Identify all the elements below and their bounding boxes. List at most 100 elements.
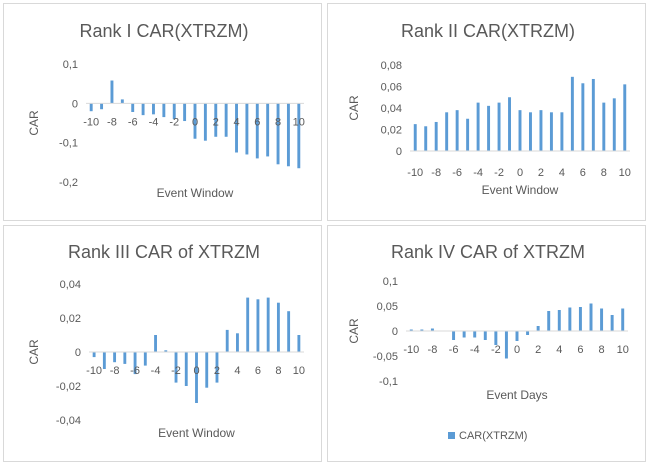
x-tick-label: -10 xyxy=(403,344,419,356)
x-tick-label: -8 xyxy=(107,116,117,128)
x-tick-label: 6 xyxy=(580,167,586,179)
x-tick-label: 10 xyxy=(293,116,305,128)
y-tick-label: 0,04 xyxy=(60,279,81,291)
y-tick-label: 0,02 xyxy=(60,313,81,325)
x-tick-label: -8 xyxy=(428,344,438,356)
bar xyxy=(462,331,466,338)
x-tick-label: 6 xyxy=(255,365,261,377)
bar xyxy=(164,350,168,352)
x-tick-label: 6 xyxy=(254,116,260,128)
x-tick-label: -6 xyxy=(449,344,459,356)
legend-swatch xyxy=(448,432,455,439)
bar xyxy=(276,302,280,352)
y-tick-label: -0,04 xyxy=(56,415,81,427)
bar xyxy=(131,103,135,112)
bar xyxy=(409,329,413,331)
chart-title: Rank IV CAR of XTRZM xyxy=(391,242,585,262)
x-tick-label: 8 xyxy=(599,344,605,356)
y-tick-label: -0,1 xyxy=(59,138,78,150)
bar xyxy=(536,326,540,331)
x-tick-label: -4 xyxy=(473,167,483,179)
x-tick-label: 4 xyxy=(556,344,562,356)
x-tick-label: 4 xyxy=(559,167,565,179)
x-tick-label: -10 xyxy=(407,167,423,179)
bar xyxy=(225,329,229,352)
chart-title: Rank I CAR(XTRZM) xyxy=(79,21,248,41)
bar xyxy=(193,103,197,139)
x-tick-label: 10 xyxy=(617,344,629,356)
bar xyxy=(455,110,459,151)
bar xyxy=(452,331,456,340)
bar xyxy=(184,352,188,386)
bar xyxy=(89,103,93,112)
legend: CAR(XTRZM) xyxy=(448,430,527,442)
chart-panel-rank-4: Rank IV CAR of XTRZM 0,1 0,05 0 -0,05 -0,1 -10… xyxy=(327,225,646,462)
bar xyxy=(612,98,616,151)
x-axis-title: Event Days xyxy=(486,388,547,402)
x-tick-label: 10 xyxy=(293,365,305,377)
bar xyxy=(102,352,106,369)
x-tick-label: 0 xyxy=(192,116,198,128)
bar xyxy=(547,311,551,331)
bar xyxy=(195,352,198,403)
x-tick-label: 2 xyxy=(214,365,220,377)
bar xyxy=(266,297,270,352)
legend-label: CAR(XTRZM) xyxy=(459,430,527,442)
x-tick-label: -6 xyxy=(130,365,140,377)
x-tick-label: -2 xyxy=(491,344,501,356)
bar xyxy=(560,112,564,151)
bar xyxy=(466,118,470,151)
x-tick-label: 0 xyxy=(517,167,523,179)
chart-rank-1: Rank I CAR(XTRZM) 0,1 0 -0,1 -0,2 -10 -8 -6 -4 -2… xyxy=(27,21,305,200)
y-tick-label: 0 xyxy=(75,347,81,359)
x-axis-title: Event Window xyxy=(158,426,235,440)
bar xyxy=(434,121,438,151)
x-tick-label: 4 xyxy=(233,116,239,128)
x-tick-label: -2 xyxy=(169,116,179,128)
bar xyxy=(235,103,238,153)
y-tick-label: 0,06 xyxy=(381,82,402,94)
y-axis-title: CAR xyxy=(347,95,361,121)
bar xyxy=(610,315,614,331)
bar xyxy=(591,78,595,151)
x-tick-label: 2 xyxy=(535,344,541,356)
bar xyxy=(529,112,532,151)
bar xyxy=(255,103,259,159)
chart-title: Rank II CAR(XTRZM) xyxy=(401,21,575,41)
bar xyxy=(424,126,428,151)
x-axis-title: Event Window xyxy=(157,186,234,200)
chart-rank-2: Rank II CAR(XTRZM) 0,08 0,06 0,04 0,02 0 -10 -8… xyxy=(347,21,631,197)
bar xyxy=(245,103,249,155)
bar xyxy=(215,352,219,383)
x-tick-label: 4 xyxy=(234,365,240,377)
bar xyxy=(133,352,137,375)
bar xyxy=(183,103,187,122)
x-tick-label: 2 xyxy=(213,116,219,128)
chart-panel-rank-2: Rank II CAR(XTRZM) 0,08 0,06 0,04 0,02 0 -10 -8… xyxy=(327,3,646,221)
bar xyxy=(100,103,104,110)
x-tick-label: 8 xyxy=(275,116,281,128)
bar xyxy=(445,112,449,151)
bar xyxy=(152,103,155,115)
y-tick-label: 0,1 xyxy=(383,276,398,288)
bar xyxy=(578,307,582,331)
y-axis-title: CAR xyxy=(27,110,41,136)
bar xyxy=(256,299,260,352)
bar xyxy=(286,103,290,167)
bar xyxy=(154,335,157,352)
bar xyxy=(203,103,207,141)
x-tick-label: -2 xyxy=(171,365,181,377)
y-tick-label: -0,1 xyxy=(379,376,398,388)
y-tick-label: 0 xyxy=(72,98,78,110)
bar xyxy=(266,103,270,157)
chart-title: Rank III CAR of XTRZM xyxy=(68,242,260,262)
y-tick-label: 0,05 xyxy=(377,301,398,313)
x-tick-label: -4 xyxy=(151,365,161,377)
x-tick-label: -6 xyxy=(452,167,462,179)
y-axis-title: CAR xyxy=(347,318,361,344)
bar xyxy=(123,352,127,364)
x-tick-label: 8 xyxy=(601,167,607,179)
chart-rank-3: Rank III CAR of XTRZM 0,04 0,02 0 -0,02 -0,04… xyxy=(27,242,305,440)
x-tick-label: -4 xyxy=(149,116,159,128)
bar xyxy=(246,297,250,352)
